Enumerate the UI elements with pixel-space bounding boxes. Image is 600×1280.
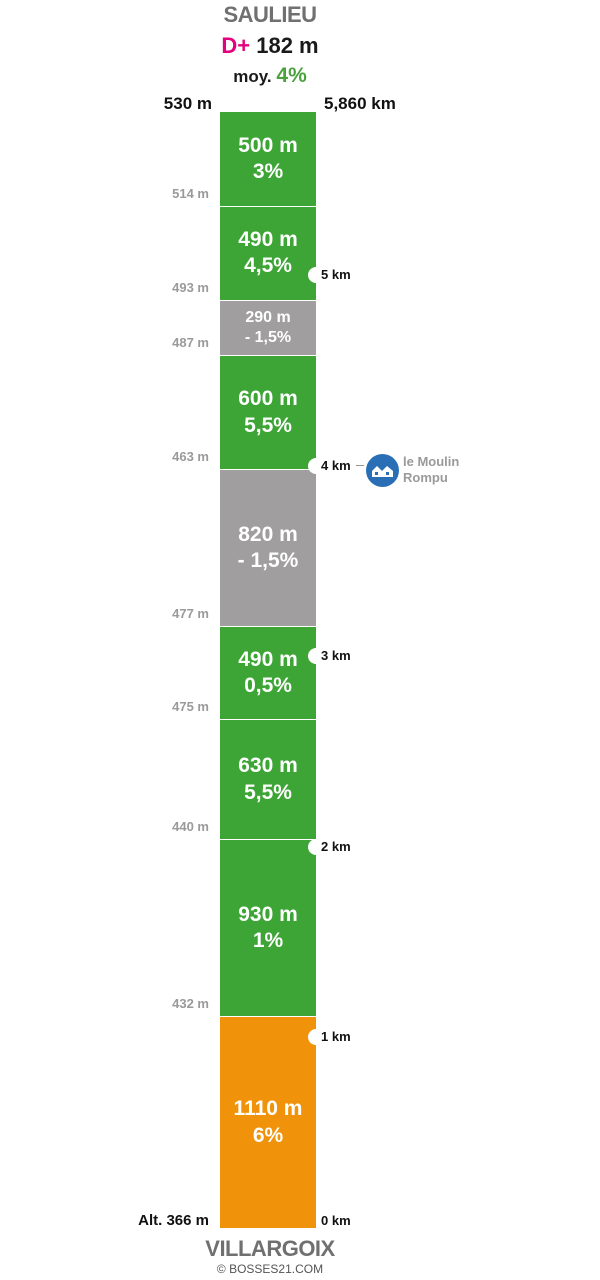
altitude-label: 440 m	[172, 819, 209, 835]
base-altitude: Alt. 366 m	[138, 1212, 209, 1229]
km-notch	[308, 648, 324, 665]
altitude-label: 514 m	[172, 186, 209, 202]
average-grade-value: 4%	[276, 64, 307, 87]
segment-length: 500 m	[238, 133, 298, 157]
end-town: VILLARGOIX	[205, 1236, 335, 1261]
km-notch	[308, 266, 324, 283]
profile-segment: 630 m 5,5%	[220, 719, 316, 840]
profile-segment: 490 m 0,5%	[220, 625, 316, 720]
altitude-label: 487 m	[172, 334, 209, 350]
credit: © BOSSES21.COM	[216, 1262, 324, 1276]
house-icon	[366, 454, 399, 487]
segment-length: 820 m	[238, 522, 298, 546]
segment-grade: - 1,5%	[244, 328, 292, 346]
poi-name: le Moulin Rompu	[403, 454, 493, 485]
segment-length: 290 m	[245, 308, 291, 326]
profile-segment: 290 m - 1,5%	[220, 299, 316, 355]
km-label: 2 km	[321, 838, 351, 854]
elevation-gain: D+ 182 m	[0, 33, 540, 59]
altitude-label: 475 m	[172, 699, 209, 715]
segment-grade: 4,5%	[244, 254, 292, 278]
segment-length: 490 m	[238, 228, 298, 252]
profile-column: 1110 m 6% 930 m 1% 630 m 5,5% 490 m 0,5% 820 m- …	[220, 111, 316, 1228]
altitude-label: 432 m	[172, 996, 209, 1012]
total-distance: 5,860 km	[324, 94, 396, 113]
segment-length: 630 m	[238, 754, 298, 778]
altitude-label: 477 m	[172, 605, 209, 621]
poi-name-line2: Rompu	[403, 469, 448, 485]
segment-length: 490 m	[238, 647, 298, 671]
km-label: 1 km	[321, 1029, 351, 1045]
segment-length: 1110 m	[233, 1097, 303, 1121]
segment-length: 930 m	[238, 903, 298, 927]
average-grade-prefix: moy.	[233, 67, 272, 86]
profile-segment: 820 m- 1,5%	[220, 469, 316, 626]
km-label: 3 km	[321, 648, 351, 664]
start-town: SAULIEU	[223, 2, 317, 27]
elevation-gain-prefix: D+	[221, 33, 251, 58]
altitude-label: 463 m	[172, 449, 209, 465]
km-label: 4 km	[321, 457, 351, 473]
segment-grade: 5,5%	[244, 413, 292, 437]
segment-grade: 3%	[252, 160, 284, 184]
km-notch	[308, 838, 324, 855]
segment-grade: 5,5%	[244, 780, 292, 804]
segment-grade: 0,5%	[244, 673, 292, 697]
profile-segment: 490 m 4,5%	[220, 206, 316, 300]
segment-grade: 6%	[252, 1123, 284, 1147]
profile-segment: 500 m 3%	[220, 111, 316, 207]
poi-connector	[356, 465, 364, 466]
altitude-label: 493 m	[172, 279, 209, 295]
elevation-gain-value: 182 m	[256, 33, 319, 58]
km-notch	[308, 457, 324, 474]
km-label: 0 km	[321, 1213, 351, 1228]
segment-grade: 1%	[252, 929, 284, 953]
km-notch	[308, 1029, 324, 1046]
profile-segment: 930 m 1%	[220, 839, 316, 1017]
profile-segment: 1110 m 6%	[220, 1016, 316, 1228]
poi-name-line1: le Moulin	[403, 454, 460, 469]
km-label: 5 km	[321, 266, 351, 282]
profile-segment: 600 m 5,5%	[220, 354, 316, 470]
segment-length: 600 m	[238, 387, 298, 411]
segment-grade: - 1,5%	[237, 548, 299, 572]
average-grade: moy. 4%	[0, 64, 540, 88]
summit-altitude: 530 m	[163, 94, 212, 113]
